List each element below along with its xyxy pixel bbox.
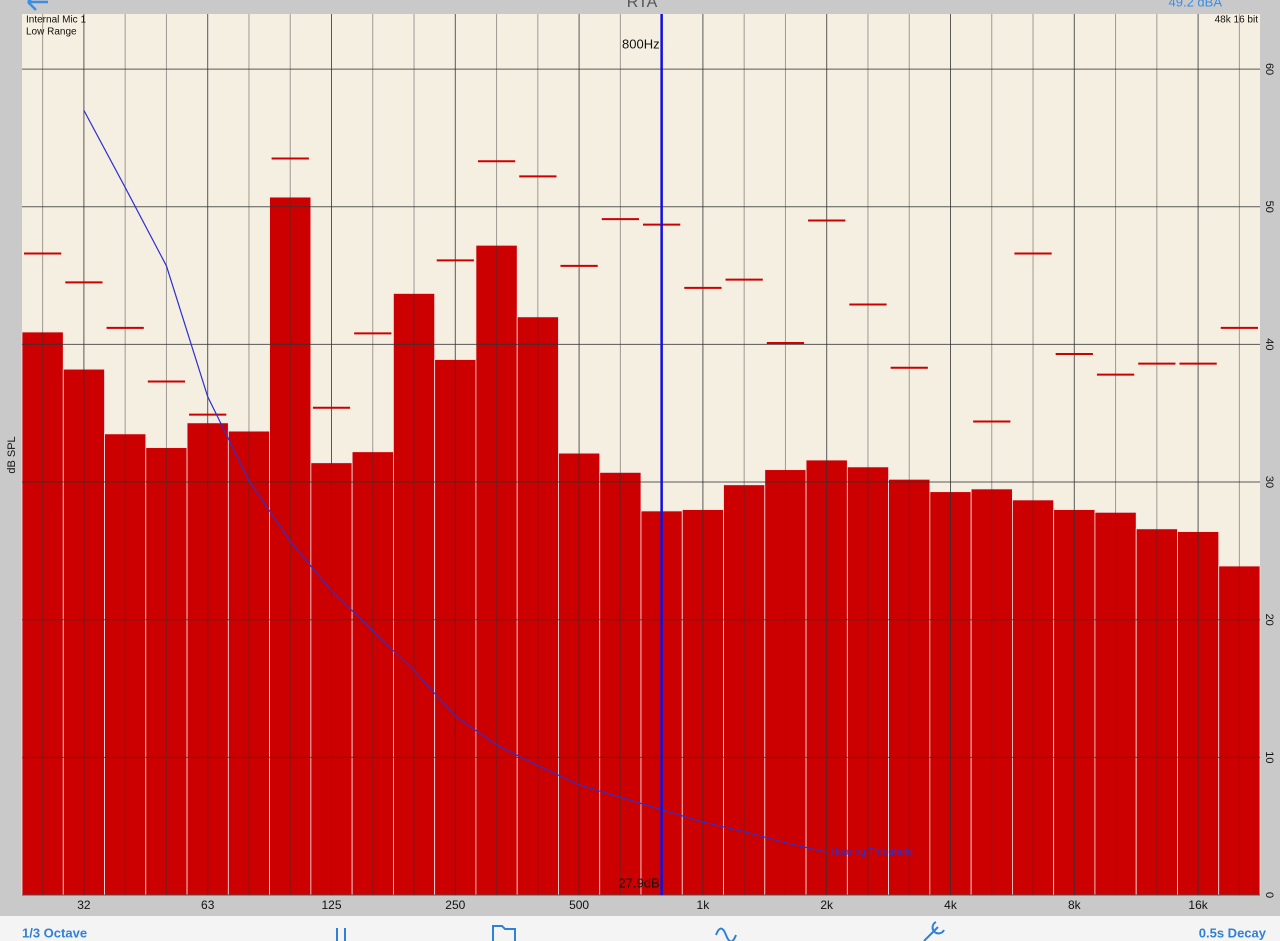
x-tick-label: 500 bbox=[569, 898, 589, 912]
pause-icon[interactable] bbox=[336, 928, 346, 941]
bar bbox=[392, 293, 436, 896]
y-tick-label: 30 bbox=[1263, 476, 1275, 488]
device-label: Internal Mic 1 bbox=[26, 15, 86, 26]
x-tick-label: 1k bbox=[697, 898, 711, 912]
toolbar bbox=[0, 916, 1280, 941]
resolution-button[interactable]: 1/3 Octave bbox=[22, 925, 87, 940]
y-tick-label: 40 bbox=[1263, 338, 1275, 350]
back-button[interactable] bbox=[27, 0, 48, 11]
x-tick-label: 2k bbox=[820, 898, 834, 912]
y-tick-label: 10 bbox=[1263, 751, 1275, 763]
bar bbox=[846, 466, 889, 896]
threshold-label: Hearing Threshold bbox=[831, 847, 913, 858]
bar bbox=[1218, 565, 1261, 896]
bar bbox=[227, 430, 270, 896]
bar bbox=[723, 484, 766, 896]
y-tick-label: 0 bbox=[1263, 892, 1275, 898]
hearing-threshold bbox=[83, 110, 827, 853]
bar bbox=[516, 316, 559, 896]
bar bbox=[1094, 511, 1137, 896]
screen-title: RTA bbox=[627, 0, 658, 11]
y-axis-label: dB SPL bbox=[6, 436, 18, 473]
plot: Hearing Threshold 800Hz 27.9dB 32 63 125 250 50… bbox=[6, 14, 1275, 912]
y-tick-label: 20 bbox=[1263, 614, 1275, 626]
wave-icon[interactable] bbox=[715, 927, 737, 941]
folder-icon[interactable] bbox=[492, 925, 516, 941]
format-label: 48k 16 bit bbox=[1215, 15, 1259, 26]
bar bbox=[269, 196, 312, 896]
settings-icon[interactable] bbox=[923, 921, 945, 941]
bar bbox=[1012, 499, 1055, 896]
x-tick-label: 250 bbox=[445, 898, 465, 912]
y-tick-label: 50 bbox=[1263, 201, 1275, 213]
x-tick-label: 125 bbox=[321, 898, 341, 912]
bar bbox=[970, 488, 1013, 896]
bar bbox=[475, 244, 518, 896]
decay-button[interactable]: 0.5s Decay bbox=[1199, 925, 1267, 940]
y-tick-label: 60 bbox=[1263, 63, 1275, 75]
cursor-level: 27.9dB bbox=[618, 875, 659, 890]
bar bbox=[1135, 528, 1178, 896]
x-tick-label: 32 bbox=[77, 898, 91, 912]
x-tick-label: 16k bbox=[1188, 898, 1208, 912]
x-tick-label: 63 bbox=[201, 898, 215, 912]
cursor-frequency: 800Hz bbox=[622, 36, 660, 51]
toolbar-icons bbox=[336, 921, 945, 941]
x-tick-label: 4k bbox=[944, 898, 958, 912]
x-tick-label: 8k bbox=[1068, 898, 1082, 912]
range-label: Low Range bbox=[26, 27, 77, 38]
bar bbox=[145, 447, 188, 896]
level-readout: 49.2 dBA bbox=[1169, 0, 1223, 9]
